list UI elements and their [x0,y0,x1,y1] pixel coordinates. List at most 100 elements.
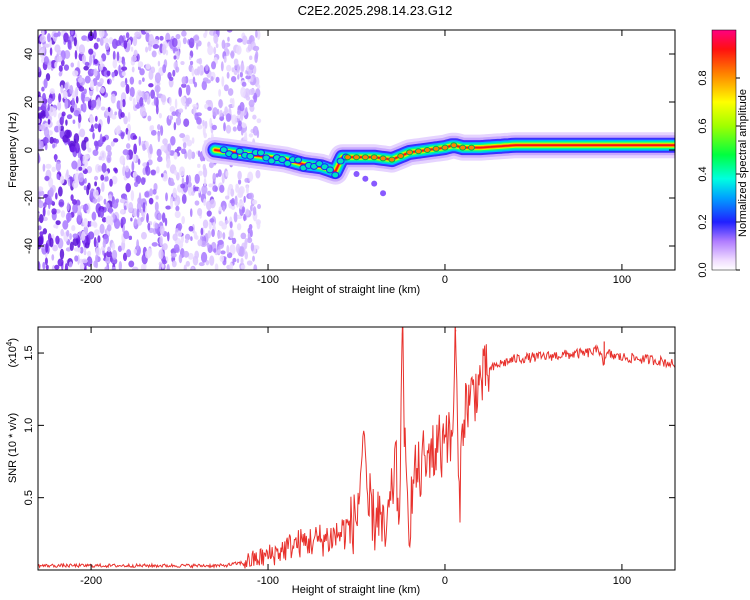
noise-speck [92,198,98,204]
noise-speck [227,187,230,198]
snr-x-tick-label: -100 [257,575,279,587]
spectrogram-y-tick-label: -20 [23,190,35,206]
noise-speck [148,44,152,52]
noise-speck [101,136,107,142]
noise-speck [144,191,150,198]
noise-speck [70,194,74,201]
noise-speck [93,68,98,77]
noise-speck [39,35,46,43]
noise-speck [148,34,154,46]
noise-speck [60,228,65,237]
noise-speck [99,86,105,94]
noise-speck [233,58,239,66]
noise-speck [217,230,223,239]
noise-speck [107,78,110,85]
noise-speck [171,111,177,117]
noise-speck [102,239,106,248]
noise-speck [94,123,99,129]
noise-speck [174,200,178,207]
noise-speck [90,99,97,109]
noise-speck [133,218,137,227]
ridge-blob [246,152,255,160]
noise-speck [231,114,238,125]
noise-speck [106,250,112,258]
noise-speck [43,202,47,208]
noise-speck [71,225,76,232]
noise-speck [73,36,77,47]
noise-speck [246,39,252,45]
noise-speck [84,61,90,66]
noise-speck [47,119,51,125]
noise-speck [78,113,82,123]
noise-speck [39,214,44,224]
noise-speck [175,116,182,126]
noise-speck [131,66,135,73]
spectrogram-y-tick-label: 0 [23,147,35,153]
noise-speck [188,55,192,61]
noise-speck [169,106,176,113]
noise-speck [244,239,248,250]
noise-speck [142,201,146,213]
noise-speck [125,32,130,39]
noise-speck [132,135,138,140]
noise-speck [162,64,167,74]
snr-panel: -200 -100 0 100 0.5 1.0 1.5 Height of straigh… [5,326,676,596]
noise-speck [183,118,190,127]
noise-speck [254,53,258,64]
noise-speck [200,251,208,263]
noise-speck [208,183,213,188]
noise-speck [119,99,123,110]
noise-speck [95,140,99,151]
noise-speck [72,203,78,214]
spectrogram-y-tick-label: 40 [23,48,35,60]
noise-speck [54,44,61,53]
noise-speck [146,95,151,105]
noise-speck [79,128,86,138]
noise-speck [86,234,89,246]
noise-speck [103,37,109,44]
noise-speck [131,161,135,172]
noise-speck [93,42,99,50]
noise-speck [165,205,172,210]
noise-speck [196,124,203,130]
noise-speck [100,106,106,111]
noise-speck [73,110,80,117]
noise-speck [75,96,79,104]
noise-speck [135,104,141,109]
noise-speck [147,222,151,231]
noise-speck [151,50,157,58]
noise-speck [176,146,182,151]
noise-speck [186,139,193,147]
noise-speck [198,187,201,194]
noise-speck [142,143,146,152]
noise-speck [233,211,238,223]
noise-speck [256,118,262,124]
ridge-blob [370,154,378,161]
snr-frame [37,326,676,571]
noise-speck [109,178,113,187]
noise-speck [137,91,144,97]
ridge-tail [380,190,387,197]
noise-speck [80,91,86,103]
noise-speck [47,130,53,136]
noise-speck [111,114,117,120]
spectrogram-y-label: Frequency (Hz) [7,112,19,188]
noise-speck [42,228,48,235]
noise-speck [62,220,69,230]
noise-speck [125,83,130,95]
noise-speck [52,143,56,149]
noise-speck [122,149,129,156]
noise-speck [133,49,138,57]
noise-speck [240,232,247,240]
noise-speck [225,113,232,122]
noise-speck [153,96,157,106]
noise-speck [106,70,111,77]
noise-speck [244,251,248,260]
noise-speck [74,142,80,154]
noise-speck [241,122,247,128]
noise-speck [83,266,87,270]
noise-speck [204,120,208,129]
noise-speck [161,43,167,55]
ridge-blob [344,154,352,161]
noise-speck [87,250,92,257]
